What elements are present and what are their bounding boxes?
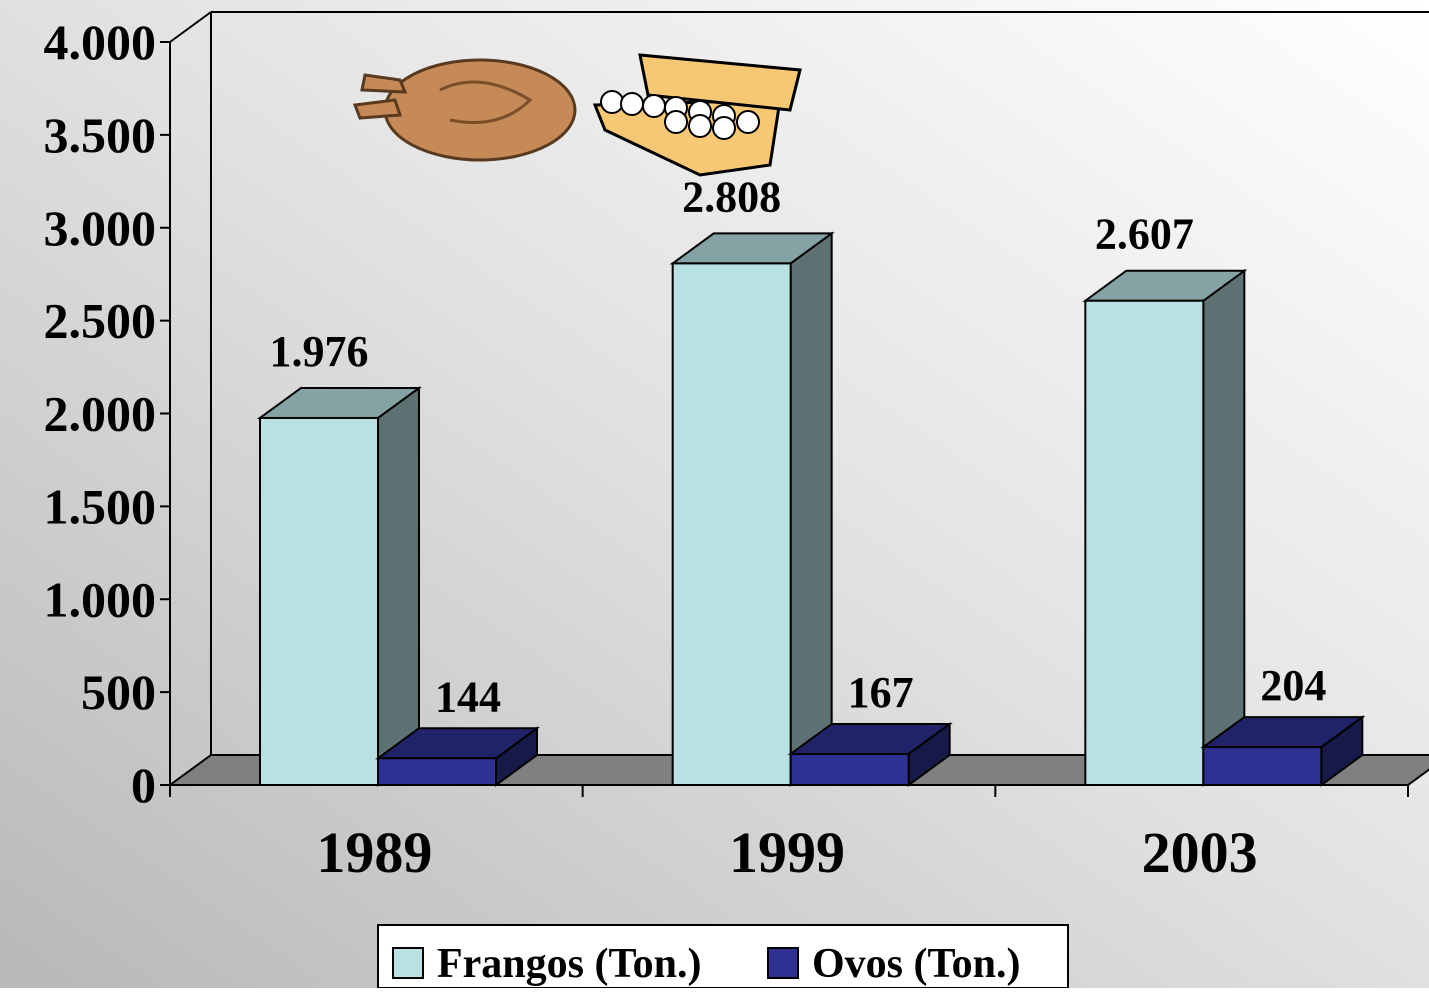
bar-side	[1203, 271, 1244, 785]
bar-side	[378, 388, 419, 785]
y-tick-label: 3.000	[44, 200, 157, 256]
y-tick-label: 2.500	[44, 293, 157, 349]
bar	[1203, 747, 1321, 785]
value-label: 144	[435, 672, 501, 721]
bar	[673, 263, 791, 785]
value-label: 167	[848, 668, 914, 717]
value-label: 1.976	[270, 327, 369, 376]
value-label: 2.607	[1095, 210, 1194, 259]
value-label: 204	[1260, 661, 1326, 710]
bar	[260, 418, 378, 785]
chart: 0 500 1.000 1.500 2.000 2.500 3.000 3.500 4.000 1…	[0, 0, 1429, 988]
legend-swatch	[768, 948, 798, 978]
x-tick-label: 2003	[1142, 820, 1258, 885]
y-tick-label: 3.500	[44, 107, 157, 163]
y-tick-label: 0	[131, 757, 156, 813]
y-tick-label: 2.000	[44, 386, 157, 442]
y-tick-label: 4.000	[44, 14, 157, 70]
legend-label: Frangos (Ton.)	[437, 941, 702, 987]
y-tick-label: 1.000	[44, 571, 157, 627]
legend-swatch	[393, 948, 423, 978]
bar	[378, 758, 496, 785]
legend-label: Ovos (Ton.)	[812, 941, 1021, 987]
y-tick-label: 500	[81, 664, 156, 720]
value-label: 2.808	[682, 172, 781, 221]
bar	[791, 754, 909, 785]
bar	[1085, 301, 1203, 785]
x-tick-label: 1999	[729, 820, 845, 885]
bar-side	[791, 233, 832, 785]
y-tick-label: 1.500	[44, 478, 157, 534]
x-tick-label: 1989	[316, 820, 432, 885]
